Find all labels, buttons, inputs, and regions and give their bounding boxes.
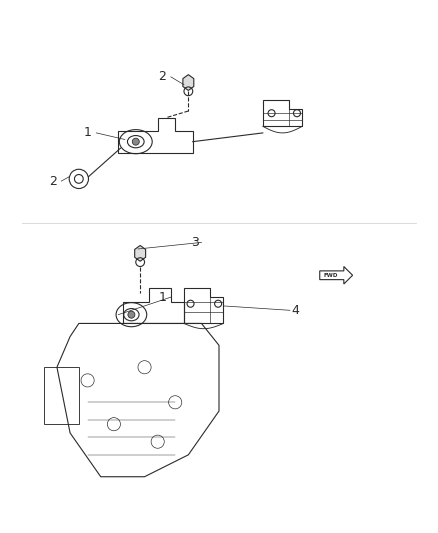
Text: 1: 1 (159, 290, 166, 304)
Text: 1: 1 (83, 126, 91, 140)
Polygon shape (135, 246, 145, 261)
Text: 4: 4 (291, 304, 299, 317)
Text: 3: 3 (191, 236, 199, 249)
Text: FWD: FWD (324, 273, 338, 278)
Circle shape (128, 311, 135, 318)
Text: 2: 2 (159, 70, 166, 83)
Circle shape (132, 138, 139, 145)
Text: 2: 2 (49, 175, 57, 188)
Polygon shape (183, 75, 194, 91)
